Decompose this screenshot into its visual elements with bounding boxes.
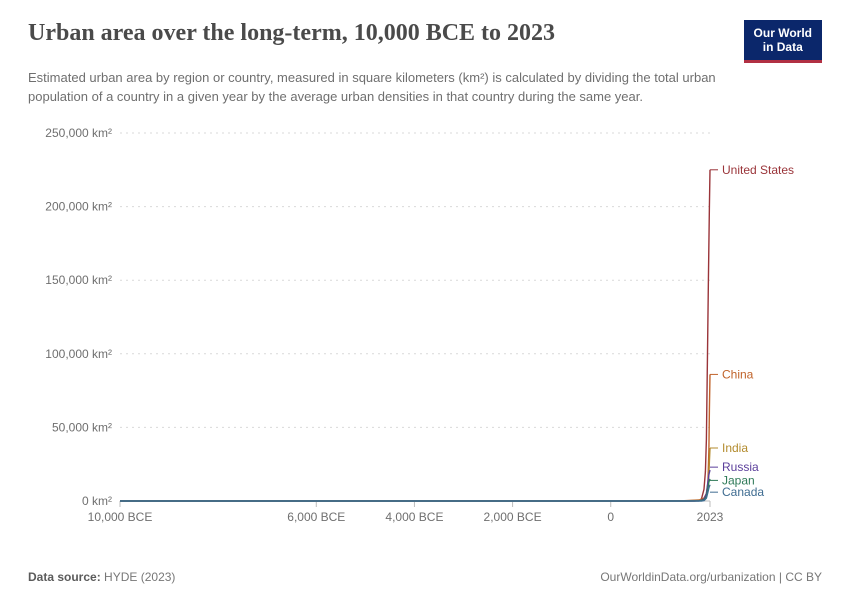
source-label: Data source: <box>28 570 101 584</box>
series-label: Canada <box>722 485 764 499</box>
series-line <box>120 374 710 501</box>
attribution: OurWorldinData.org/urbanization | CC BY <box>600 570 822 584</box>
series-line <box>120 448 710 501</box>
footer: Data source: HYDE (2023) OurWorldinData.… <box>28 570 822 584</box>
series-label: China <box>722 367 754 381</box>
series-line <box>120 485 710 501</box>
series-label: Russia <box>722 460 759 474</box>
chart-page: Urban area over the long-term, 10,000 BC… <box>0 0 850 600</box>
header-row: Urban area over the long-term, 10,000 BC… <box>28 20 822 63</box>
line-chart: 0 km² 50,000 km² 100,000 km² 150,000 km² 200… <box>28 119 822 539</box>
owid-logo: Our World in Data <box>744 20 822 63</box>
logo-line2: in Data <box>763 40 803 54</box>
source-value: HYDE (2023) <box>104 570 175 584</box>
logo-line1: Our World <box>754 26 812 40</box>
y-tick-label: 250,000 km² <box>45 126 112 140</box>
x-tick-label: 10,000 BCE <box>88 510 153 524</box>
y-tick-label: 150,000 km² <box>45 273 112 287</box>
series-line <box>120 470 710 501</box>
x-tick-label: 2023 <box>697 510 724 524</box>
series-line <box>120 479 710 501</box>
page-subtitle: Estimated urban area by region or countr… <box>28 69 768 107</box>
series-label: United States <box>722 163 794 177</box>
page-title: Urban area over the long-term, 10,000 BC… <box>28 20 555 48</box>
x-tick-label: 0 <box>607 510 614 524</box>
series-line <box>120 170 710 501</box>
y-tick-label: 0 km² <box>82 494 112 508</box>
x-tick-label: 4,000 BCE <box>385 510 443 524</box>
data-source: Data source: HYDE (2023) <box>28 570 175 584</box>
series-label: India <box>722 441 748 455</box>
x-tick-label: 6,000 BCE <box>287 510 345 524</box>
y-tick-label: 50,000 km² <box>52 420 112 434</box>
y-tick-label: 200,000 km² <box>45 200 112 214</box>
chart-area: 0 km² 50,000 km² 100,000 km² 150,000 km² 200… <box>28 119 822 564</box>
x-tick-label: 2,000 BCE <box>484 510 542 524</box>
y-tick-label: 100,000 km² <box>45 347 112 361</box>
